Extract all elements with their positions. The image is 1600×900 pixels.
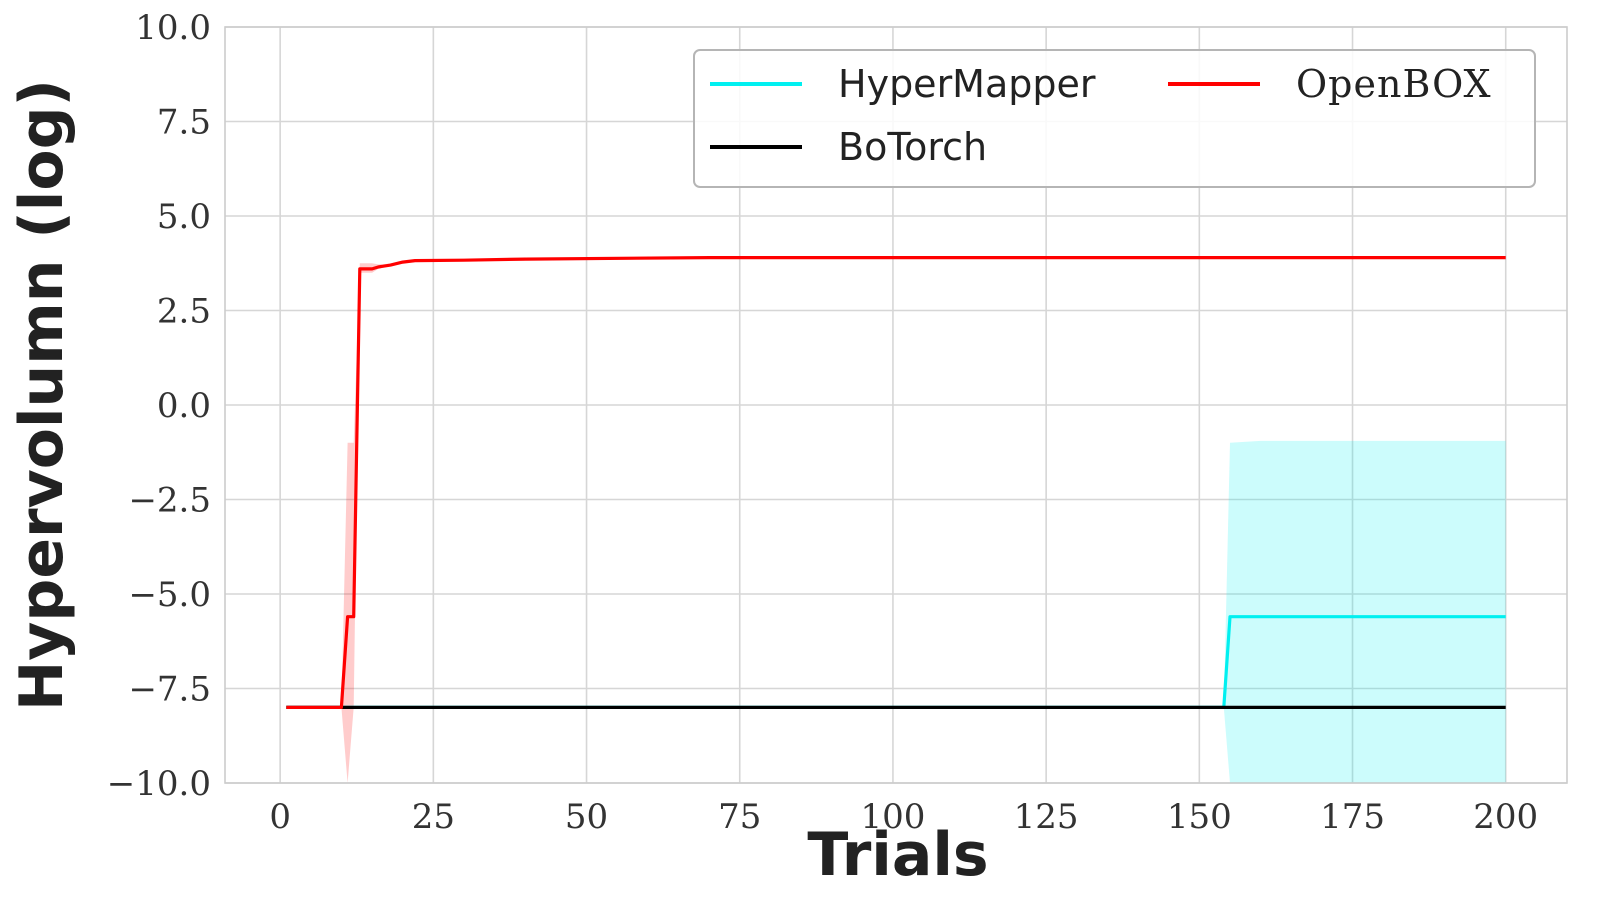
x-tick-label: 150 — [1167, 797, 1232, 837]
x-tick-label: 125 — [1014, 797, 1079, 837]
y-tick-label: 5.0 — [157, 197, 211, 237]
x-axis-title: Trials — [807, 820, 988, 890]
x-tick-label: 50 — [565, 797, 608, 837]
tick-labels: 0 25 50 75 100 125 150 175 200 −10.0 −7.5 −5.0 −2.5 0… — [107, 8, 1538, 837]
x-tick-label: 175 — [1320, 797, 1385, 837]
legend-label-botorch: BoTorch — [838, 125, 987, 169]
x-tick-label: 25 — [412, 797, 455, 837]
legend-box — [693, 49, 1536, 188]
y-tick-label: −5.0 — [128, 575, 211, 615]
y-axis-title: Hypervolumn (log) — [7, 79, 77, 711]
hypermapper-band — [1223, 440, 1506, 783]
legend: HyperMapper BoTorch OpenBOX — [693, 49, 1536, 188]
y-tick-label: 10.0 — [135, 8, 211, 48]
confidence-bands — [341, 259, 1506, 783]
y-tick-label: −2.5 — [128, 481, 211, 521]
series-lines — [286, 256, 1506, 710]
plot-frame — [224, 26, 1568, 784]
legend-label-hypermapper: HyperMapper — [838, 62, 1096, 106]
x-tick-label: 100 — [860, 797, 925, 837]
y-tick-label: 7.5 — [157, 103, 211, 143]
openbox-line — [286, 256, 1506, 710]
x-tick-label: 200 — [1473, 797, 1538, 837]
y-tick-label: −7.5 — [128, 670, 211, 710]
y-tick-label: 2.5 — [157, 292, 211, 332]
x-tick-label: 0 — [269, 797, 291, 837]
y-tick-label: 0.0 — [157, 386, 211, 426]
y-tick-label: −10.0 — [107, 764, 211, 804]
legend-label-openbox: OpenBOX — [1296, 62, 1492, 106]
x-tick-label: 75 — [718, 797, 761, 837]
